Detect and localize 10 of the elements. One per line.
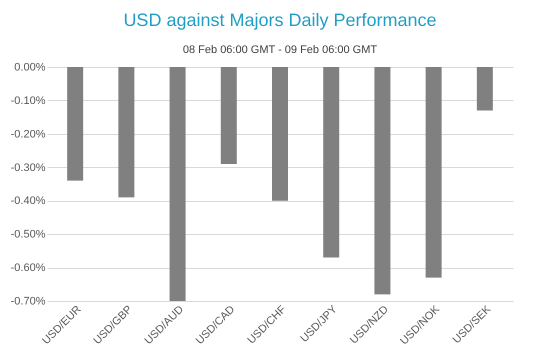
y-tick-label: -0.50% [10, 228, 46, 241]
y-tick-label: -0.40% [10, 195, 46, 208]
y-tick-label: -0.20% [10, 128, 46, 140]
y-tick-label: -0.60% [10, 262, 46, 274]
y-tick-label: -0.10% [10, 94, 46, 107]
chart-subtitle: 08 Feb 06:00 GMT - 09 Feb 06:00 GMT [182, 44, 378, 56]
chart-title: USD against Majors Daily Performance [123, 10, 437, 30]
y-tick-label: -0.30% [10, 162, 46, 174]
y-tick-label: -0.70% [10, 296, 46, 308]
y-tick-label: 0.00% [14, 62, 46, 74]
